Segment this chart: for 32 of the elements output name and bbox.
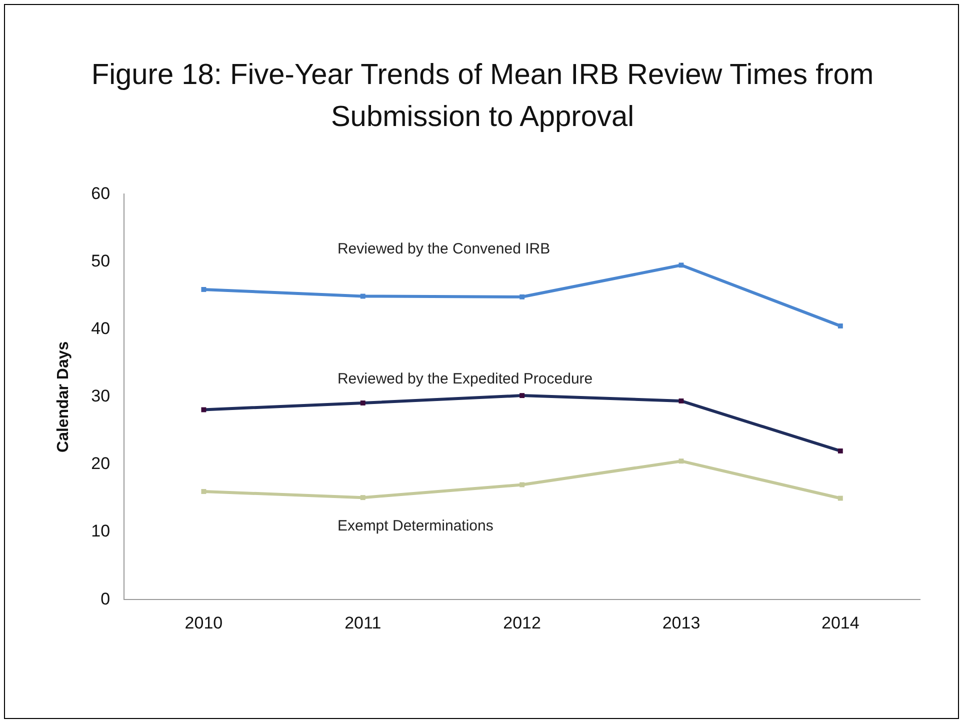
point bbox=[360, 400, 366, 406]
point bbox=[360, 495, 366, 500]
point bbox=[678, 458, 684, 464]
point bbox=[678, 398, 684, 404]
point bbox=[201, 286, 206, 292]
chart-title: Figure 18: Five-Year Trends of Mean IRB Review Times from Submission to Approval bbox=[90, 58, 875, 135]
point bbox=[678, 262, 684, 268]
point bbox=[520, 294, 525, 300]
y-axis-title: Calendar Days bbox=[55, 341, 72, 452]
point bbox=[201, 489, 206, 494]
point bbox=[838, 448, 843, 454]
text: Reviewed by the Convened IRB bbox=[337, 240, 550, 258]
series-label: Reviewed by the Expedited Procedure bbox=[337, 370, 593, 388]
y-tick-label: 50 bbox=[91, 251, 110, 270]
x-tick-label: 2011 bbox=[344, 613, 382, 632]
point bbox=[201, 407, 206, 412]
series-label: Exempt Determinations bbox=[337, 517, 494, 534]
point bbox=[838, 323, 843, 328]
x-tick-label: 2012 bbox=[503, 613, 541, 632]
y-tick-label: 30 bbox=[91, 386, 110, 406]
y-tick-label: 10 bbox=[91, 522, 110, 541]
x-tick-label: 2014 bbox=[821, 613, 860, 632]
y-tick-label: 40 bbox=[91, 319, 110, 338]
x-tick-label: 2013 bbox=[662, 613, 700, 632]
y-tick-label: 60 bbox=[91, 184, 110, 203]
y-tick-label: 0 bbox=[100, 589, 110, 608]
point bbox=[838, 496, 843, 501]
point bbox=[520, 393, 525, 398]
point bbox=[360, 294, 366, 299]
x-tick-label: 2010 bbox=[184, 613, 223, 632]
point bbox=[520, 482, 525, 488]
y-tick-label: 20 bbox=[91, 454, 110, 474]
